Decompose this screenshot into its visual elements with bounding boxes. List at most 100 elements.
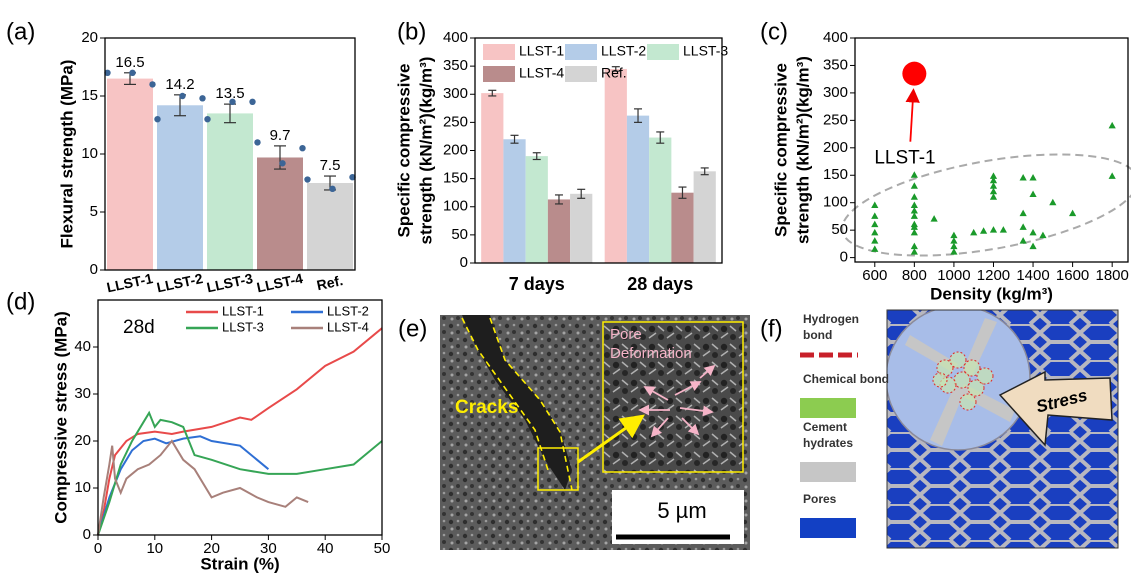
panel-label: (c)	[760, 18, 788, 45]
y-tick-label: 300	[823, 84, 848, 101]
data-point	[910, 242, 918, 250]
y-tick-label: 0	[840, 249, 848, 266]
bar	[671, 192, 694, 263]
x-tick-label: 20	[203, 540, 220, 557]
data-point	[349, 174, 356, 181]
legend-swatch	[483, 66, 515, 82]
data-point	[950, 242, 958, 250]
data-point	[989, 176, 998, 184]
legend-label: LLST-2	[327, 303, 369, 318]
data-line	[97, 410, 383, 536]
data-point	[1029, 228, 1037, 236]
data-point	[910, 193, 918, 200]
bar	[157, 105, 203, 270]
data-point	[989, 182, 998, 189]
x-tick-label: 1400	[1016, 267, 1049, 284]
x-tick-label: Ref.	[315, 272, 344, 293]
panel-label: (e)	[398, 315, 427, 342]
x-tick-label: 30	[260, 540, 277, 557]
x-axis-label: Strain (%)	[200, 554, 279, 573]
x-axis-label: Density (kg/m³)	[930, 284, 1053, 303]
legend-swatch	[800, 518, 856, 538]
data-point	[950, 248, 958, 255]
sem-image	[440, 315, 750, 550]
data-point	[989, 187, 998, 195]
error-bar	[700, 167, 709, 176]
x-tick-label: LLST-3	[205, 270, 254, 295]
bar	[525, 156, 548, 263]
bar	[604, 68, 627, 263]
y-tick-label: 0	[90, 261, 98, 278]
data-point	[989, 193, 998, 200]
data-point	[989, 226, 998, 233]
panel-label: (a)	[6, 18, 35, 45]
data-point	[1019, 174, 1027, 181]
data-point	[179, 92, 186, 100]
x-tick-label: 0	[94, 540, 102, 557]
legend-label: LLST-4	[519, 65, 564, 81]
legend-swatch	[800, 462, 856, 482]
data-point	[950, 237, 958, 244]
data-point	[910, 248, 918, 255]
legend-label: Hydrogen	[803, 312, 859, 326]
y-tick-label: 20	[74, 432, 91, 449]
x-tick-label: 28 days	[627, 274, 693, 294]
legend-label: LLST-1	[519, 43, 564, 59]
data-point	[1019, 237, 1027, 244]
legend-swatch	[647, 44, 679, 60]
scale-label: 5 µm	[657, 498, 706, 523]
data-point	[1019, 209, 1027, 217]
y-tick-label: 100	[443, 198, 468, 215]
y-tick-label: 0	[83, 526, 91, 543]
data-point	[1108, 121, 1116, 129]
data-point	[1029, 174, 1037, 181]
x-tick-label: 1000	[937, 267, 970, 284]
bar	[207, 113, 253, 271]
bar	[257, 157, 303, 270]
y-tick-label: 0	[460, 254, 468, 271]
data-point	[254, 139, 261, 146]
data-point	[1069, 209, 1077, 217]
y-axis-label: strength (kN/m²)(kg/m³)	[416, 57, 435, 245]
bar	[570, 193, 593, 263]
legend-label: Chemical bond	[803, 372, 889, 386]
error-bar	[510, 134, 519, 144]
data-point	[910, 171, 918, 178]
data-point	[910, 228, 918, 236]
y-tick-label: 30	[74, 385, 91, 402]
data-point	[871, 228, 879, 236]
mechanism-diagram	[800, 309, 1119, 549]
data-point	[989, 172, 998, 179]
legend-label: Ref.	[601, 65, 627, 81]
data-point	[910, 206, 918, 214]
data-region	[841, 153, 1131, 257]
data-point	[871, 245, 879, 252]
legend-label: Pores	[803, 492, 837, 506]
data-point	[979, 227, 988, 234]
y-tick-label: 200	[443, 141, 468, 158]
data-point	[229, 98, 236, 106]
data-point	[199, 95, 206, 102]
data-point	[950, 231, 958, 239]
y-tick-label: 50	[451, 226, 468, 243]
data-point	[299, 145, 306, 152]
error-bar	[678, 186, 687, 199]
value-label: 9.7	[270, 127, 291, 144]
value-label: 13.5	[215, 85, 244, 102]
highlight-point	[902, 61, 927, 86]
y-tick-label: 350	[823, 56, 848, 73]
data-line	[97, 327, 383, 536]
annotation-arrow	[905, 88, 920, 142]
legend-swatch	[483, 44, 515, 60]
x-tick-label: 1800	[1095, 267, 1128, 284]
bar	[649, 137, 672, 263]
plot-frame	[854, 37, 1129, 263]
legend-label: LLST-1	[222, 303, 264, 318]
data-point	[999, 226, 1007, 233]
y-axis-label: Specific compressive	[771, 63, 790, 237]
data-point	[970, 228, 978, 236]
data-point	[104, 69, 111, 77]
y-tick-label: 10	[74, 479, 91, 496]
